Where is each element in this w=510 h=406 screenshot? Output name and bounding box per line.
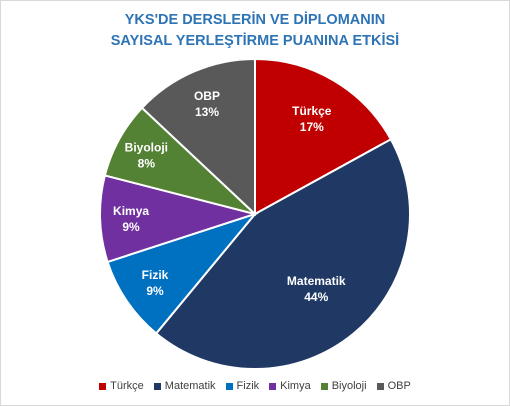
- pie-slice-matematik: [154, 137, 411, 370]
- slice-name-label-obp: OBP: [194, 89, 220, 103]
- legend-label: Kimya: [280, 380, 311, 392]
- legend-item-matematik: Matematik: [153, 380, 216, 392]
- legend-label: OBP: [387, 380, 411, 392]
- slice-name-label-matematik: Matematik: [287, 274, 346, 288]
- legend-label: Fizik: [236, 380, 260, 392]
- slice-name-label-biyoloji: Biyoloji: [125, 140, 168, 154]
- slice-value-label-fizik: 9%: [146, 284, 164, 298]
- legend-swatch: [99, 382, 107, 390]
- legend-item-biyoloji: Biyoloji: [320, 380, 367, 392]
- pie-slice-fizik: [106, 211, 258, 335]
- chart-title: YKS'DE DERSLERİN VE DİPLOMANIN SAYISAL Y…: [0, 10, 510, 52]
- slice-name-label-kimya: Kimya: [113, 204, 149, 218]
- slice-value-label-matematik: 44%: [304, 290, 328, 304]
- slice-value-label-kimya: 9%: [122, 220, 140, 234]
- slice-value-label-obp: 13%: [195, 105, 219, 119]
- legend-label: Biyoloji: [331, 380, 367, 392]
- legend-item-turkce: Türkçe: [99, 380, 144, 392]
- chart-title-line-2: SAYISAL YERLEŞTİRME PUANINA ETKİSİ: [110, 33, 400, 49]
- slice-name-label-turkce: Türkçe: [292, 104, 332, 118]
- slice-name-label-fizik: Fizik: [142, 268, 169, 282]
- legend-swatch: [269, 382, 277, 390]
- legend-swatch: [320, 382, 328, 390]
- legend-item-fizik: Fizik: [225, 380, 260, 392]
- chart-legend: Türkçe Matematik Fizik Kimya Biyoloji OBP: [0, 380, 510, 392]
- pie-slice-turkce: [254, 57, 393, 216]
- slice-value-label-biyoloji: 8%: [138, 156, 156, 170]
- legend-label: Matematik: [164, 380, 216, 392]
- legend-item-obp: OBP: [376, 380, 411, 392]
- pie-slice-obp: [140, 57, 256, 217]
- slice-value-label-turkce: 17%: [300, 120, 324, 134]
- chart-title-line-1: YKS'DE DERSLERİN VE DİPLOMANIN: [124, 12, 386, 28]
- legend-item-kimya: Kimya: [269, 380, 311, 392]
- pie-slice-kimya: [99, 174, 259, 264]
- legend-swatch: [225, 382, 233, 390]
- legend-swatch: [153, 382, 161, 390]
- legend-swatch: [376, 382, 384, 390]
- legend-label: Türkçe: [110, 380, 144, 392]
